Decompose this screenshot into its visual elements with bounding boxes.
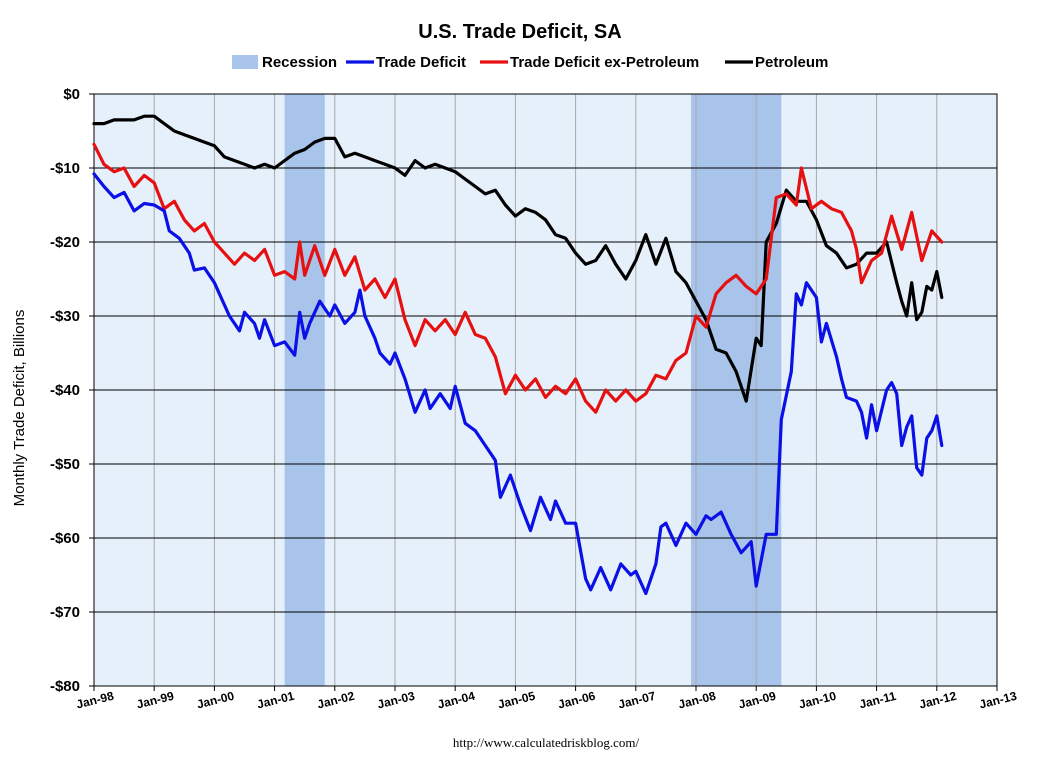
- plot-border: [93, 93, 998, 687]
- petroleum-line: [92, 114, 944, 403]
- y-tick-label: $0: [63, 86, 80, 103]
- trade-deficit-line: [92, 172, 944, 596]
- legend-label: Recession: [262, 54, 337, 71]
- y-tick-label: -$60: [50, 530, 80, 547]
- trade-deficit-ex-petroleum-line: [92, 142, 944, 414]
- y-tick-label: -$50: [50, 456, 80, 473]
- legend-label: Trade Deficit: [376, 54, 466, 71]
- y-tick-label: -$80: [50, 678, 80, 695]
- y-tick-label: -$20: [50, 234, 80, 251]
- chart-title: U.S. Trade Deficit, SA: [418, 21, 621, 43]
- y-tick-label: -$40: [50, 382, 80, 399]
- legend-label: Petroleum: [755, 54, 828, 71]
- y-tick-label: -$30: [50, 308, 80, 325]
- legend-swatch-recession: [232, 55, 258, 69]
- y-tick-label: -$70: [50, 604, 80, 621]
- y-tick-label: -$10: [50, 160, 80, 177]
- legend-label: Trade Deficit ex-Petroleum: [510, 54, 699, 71]
- source-url: http://www.calculatedriskblog.com/: [453, 735, 640, 750]
- y-axis-label: Monthly Trade Deficit, Billions: [11, 310, 28, 507]
